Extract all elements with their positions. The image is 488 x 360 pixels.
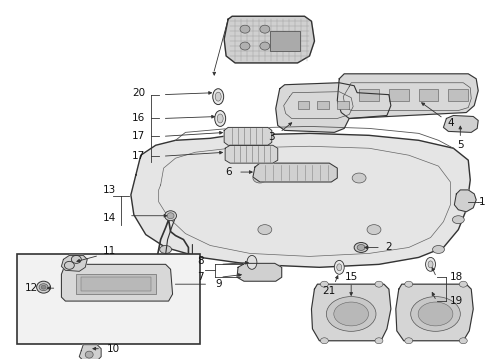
Bar	[447, 89, 468, 100]
Polygon shape	[311, 284, 390, 341]
Text: 6: 6	[224, 167, 231, 177]
Polygon shape	[224, 145, 277, 163]
Ellipse shape	[37, 281, 50, 293]
Polygon shape	[443, 116, 477, 132]
Ellipse shape	[432, 246, 444, 253]
Ellipse shape	[167, 213, 174, 219]
Ellipse shape	[246, 255, 256, 269]
Ellipse shape	[39, 284, 48, 291]
Ellipse shape	[217, 114, 223, 123]
Ellipse shape	[259, 25, 269, 33]
Ellipse shape	[353, 243, 367, 252]
Ellipse shape	[212, 89, 223, 105]
Ellipse shape	[259, 42, 269, 50]
Ellipse shape	[240, 25, 249, 33]
Polygon shape	[337, 74, 477, 118]
Ellipse shape	[257, 225, 271, 235]
Polygon shape	[453, 190, 475, 212]
Text: 8: 8	[197, 256, 203, 266]
Text: 11: 11	[102, 247, 116, 256]
Text: 19: 19	[449, 296, 462, 306]
Ellipse shape	[320, 338, 327, 344]
Polygon shape	[61, 255, 87, 271]
Bar	[418, 89, 438, 100]
Ellipse shape	[215, 92, 221, 101]
Text: 14: 14	[102, 213, 116, 223]
Polygon shape	[61, 264, 172, 301]
Ellipse shape	[374, 281, 382, 287]
Ellipse shape	[334, 260, 344, 274]
Text: 5: 5	[456, 140, 463, 150]
Polygon shape	[252, 163, 337, 182]
Bar	[358, 89, 378, 100]
Bar	[297, 100, 309, 109]
Polygon shape	[224, 127, 271, 145]
Ellipse shape	[41, 285, 46, 289]
Ellipse shape	[160, 246, 171, 253]
Ellipse shape	[374, 338, 382, 344]
Ellipse shape	[71, 255, 81, 264]
Ellipse shape	[417, 302, 452, 326]
Ellipse shape	[410, 297, 459, 331]
Ellipse shape	[333, 302, 368, 326]
Ellipse shape	[279, 32, 289, 40]
Text: 1: 1	[478, 197, 485, 207]
Ellipse shape	[458, 338, 467, 344]
Ellipse shape	[240, 42, 249, 50]
Ellipse shape	[366, 225, 380, 235]
Ellipse shape	[252, 173, 266, 183]
Bar	[81, 277, 150, 291]
Ellipse shape	[427, 261, 432, 268]
Ellipse shape	[356, 244, 365, 251]
Polygon shape	[275, 83, 390, 132]
Polygon shape	[237, 264, 281, 281]
Ellipse shape	[320, 281, 327, 287]
Ellipse shape	[451, 216, 463, 224]
Bar	[76, 274, 155, 294]
Text: 12: 12	[25, 283, 38, 293]
Text: 16: 16	[132, 113, 145, 123]
Polygon shape	[224, 16, 314, 63]
Ellipse shape	[404, 281, 412, 287]
Polygon shape	[79, 345, 101, 360]
Ellipse shape	[336, 264, 341, 271]
Text: 13: 13	[102, 185, 116, 195]
Text: 17: 17	[132, 131, 145, 141]
Ellipse shape	[82, 349, 96, 360]
Text: 21: 21	[322, 286, 335, 296]
Polygon shape	[395, 284, 472, 341]
Bar	[317, 100, 328, 109]
Text: 10: 10	[106, 344, 120, 354]
Text: 2: 2	[385, 243, 391, 252]
Ellipse shape	[164, 211, 176, 221]
Text: 18: 18	[449, 272, 462, 282]
Text: 15: 15	[344, 272, 357, 282]
Ellipse shape	[325, 297, 375, 331]
Ellipse shape	[85, 351, 93, 358]
Ellipse shape	[176, 257, 188, 265]
Ellipse shape	[214, 111, 225, 126]
Bar	[17, 255, 200, 344]
Bar	[388, 89, 408, 100]
Text: 9: 9	[214, 279, 221, 289]
Ellipse shape	[64, 261, 74, 269]
Text: 17: 17	[132, 151, 145, 161]
Bar	[337, 100, 348, 109]
Ellipse shape	[404, 338, 412, 344]
Ellipse shape	[458, 281, 467, 287]
Bar	[269, 31, 299, 51]
Ellipse shape	[425, 257, 435, 271]
Polygon shape	[131, 133, 469, 267]
Text: 7: 7	[197, 272, 203, 282]
Text: 3: 3	[268, 132, 275, 142]
Ellipse shape	[351, 173, 366, 183]
Text: 4: 4	[446, 118, 453, 129]
Text: 20: 20	[132, 88, 145, 98]
